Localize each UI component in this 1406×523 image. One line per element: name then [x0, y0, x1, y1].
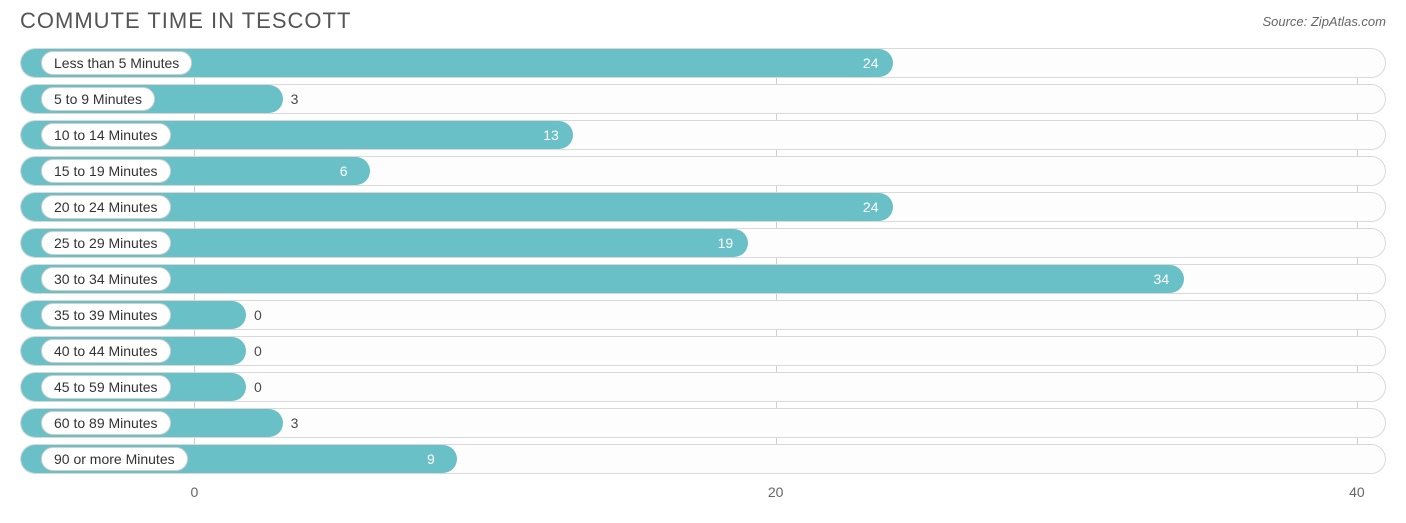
- category-label: 90 or more Minutes: [41, 447, 188, 471]
- chart-source: Source: ZipAtlas.com: [1262, 8, 1386, 29]
- bar-fill: [21, 265, 1184, 293]
- category-label: Less than 5 Minutes: [41, 51, 192, 75]
- value-label: 0: [254, 379, 262, 395]
- category-label: 60 to 89 Minutes: [41, 411, 171, 435]
- bar-row: 10 to 14 Minutes 13: [20, 120, 1386, 150]
- chart-title: COMMUTE TIME IN TESCOTT: [20, 8, 351, 34]
- bars-container: Less than 5 Minutes 24 5 to 9 Minutes 3 10 t…: [20, 48, 1386, 474]
- value-label: 0: [254, 307, 262, 323]
- value-label: 3: [291, 415, 299, 431]
- source-name: ZipAtlas.com: [1311, 14, 1386, 29]
- bar-row: Less than 5 Minutes 24: [20, 48, 1386, 78]
- category-label: 30 to 34 Minutes: [41, 267, 171, 291]
- category-label: 40 to 44 Minutes: [41, 339, 171, 363]
- value-label: 6: [340, 163, 348, 179]
- category-label: 15 to 19 Minutes: [41, 159, 171, 183]
- axis-tick: 40: [1349, 484, 1365, 500]
- value-label: 13: [543, 127, 559, 143]
- bar-row: 40 to 44 Minutes 0: [20, 336, 1386, 366]
- bar-row: 45 to 59 Minutes 0: [20, 372, 1386, 402]
- value-label: 24: [863, 55, 879, 71]
- bar-row: 5 to 9 Minutes 3: [20, 84, 1386, 114]
- value-label: 19: [718, 235, 734, 251]
- bar-row: 20 to 24 Minutes 24: [20, 192, 1386, 222]
- value-label: 24: [863, 199, 879, 215]
- value-label: 34: [1154, 271, 1170, 287]
- category-label: 5 to 9 Minutes: [41, 87, 155, 111]
- chart-area: Less than 5 Minutes 24 5 to 9 Minutes 3 10 t…: [0, 38, 1406, 510]
- bar-row: 90 or more Minutes 9: [20, 444, 1386, 474]
- category-label: 20 to 24 Minutes: [41, 195, 171, 219]
- bar-row: 35 to 39 Minutes 0: [20, 300, 1386, 330]
- category-label: 35 to 39 Minutes: [41, 303, 171, 327]
- category-label: 25 to 29 Minutes: [41, 231, 171, 255]
- category-label: 45 to 59 Minutes: [41, 375, 171, 399]
- value-label: 3: [291, 91, 299, 107]
- category-label: 10 to 14 Minutes: [41, 123, 171, 147]
- bar-row: 60 to 89 Minutes 3: [20, 408, 1386, 438]
- axis-tick: 0: [190, 484, 198, 500]
- chart-header: COMMUTE TIME IN TESCOTT Source: ZipAtlas…: [0, 0, 1406, 38]
- value-label: 9: [427, 451, 435, 467]
- bar-row: 30 to 34 Minutes 34: [20, 264, 1386, 294]
- value-label: 0: [254, 343, 262, 359]
- source-prefix: Source:: [1262, 14, 1310, 29]
- bar-row: 25 to 29 Minutes 19: [20, 228, 1386, 258]
- axis-tick: 20: [768, 484, 784, 500]
- bar-row: 15 to 19 Minutes 6: [20, 156, 1386, 186]
- x-axis: 0 20 40: [20, 480, 1386, 510]
